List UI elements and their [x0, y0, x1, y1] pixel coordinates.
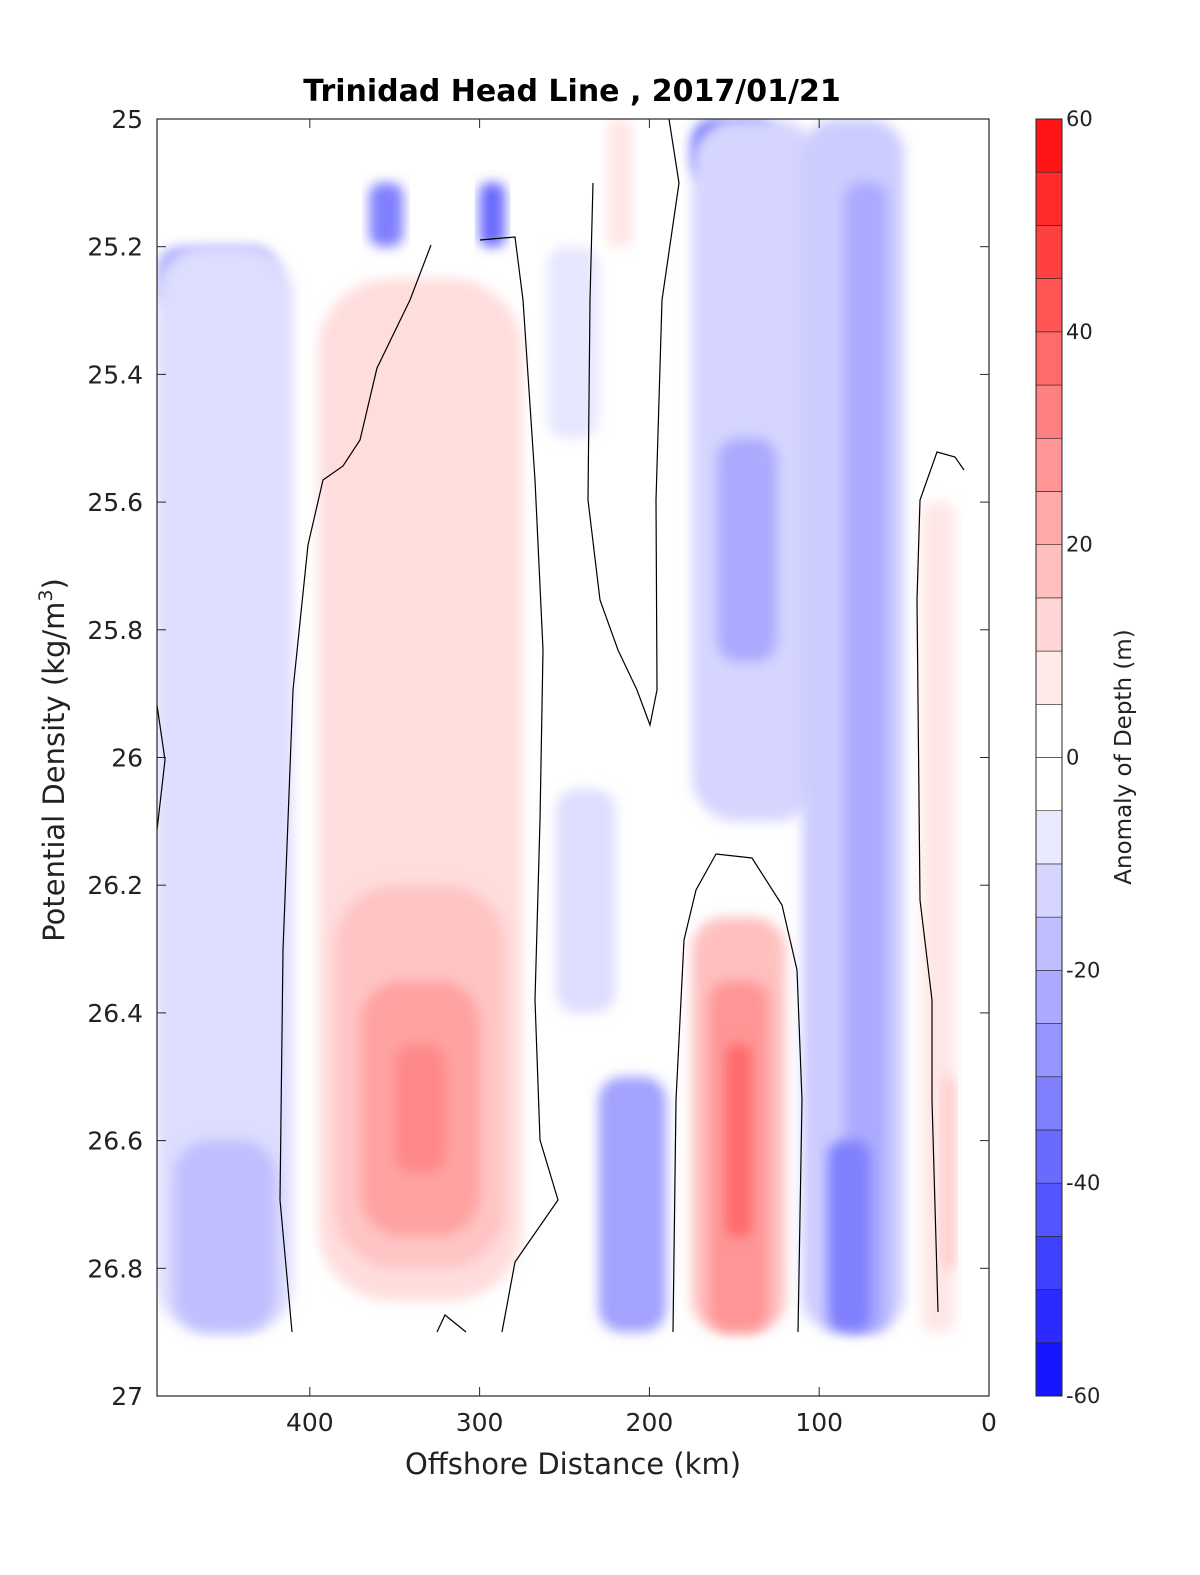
- colorbar-tick-label-20: 20: [1066, 533, 1093, 557]
- colorbar-band--15: [1035, 863, 1063, 918]
- colorbar-band-30: [1035, 384, 1063, 439]
- colorbar-band--20: [1035, 916, 1063, 971]
- contour-region-4: [479, 182, 506, 247]
- colorbar-band--50: [1035, 1236, 1063, 1290]
- x-axis-label: Offshore Distance (km): [405, 1447, 741, 1481]
- y-tick-label-25: 25: [111, 105, 143, 134]
- colorbar-ticks: 60 40 20 0 -20 -40 -60: [1066, 107, 1100, 1408]
- y-axis-label: Potential Density (kg/m3): [35, 578, 71, 942]
- contour-region-9: [606, 119, 633, 247]
- colorbar-band-50: [1035, 171, 1063, 226]
- contour-region-12: [598, 1076, 667, 1333]
- x-tick-label-400: 400: [286, 1408, 334, 1437]
- contour-region-15: [725, 1044, 752, 1237]
- zero-contour-lower-center: [436, 1314, 467, 1333]
- contour-fill-layer: [157, 119, 956, 1333]
- colorbar-band-40: [1035, 278, 1063, 333]
- contour-region-8: [394, 1044, 446, 1173]
- contour-region-10: [547, 246, 599, 439]
- colorbar-band--10: [1035, 810, 1063, 865]
- y-axis: 25 25.2 25.4 25.6 25.8 26 26.2 26.4 26.6 26.8 27: [87, 105, 989, 1411]
- y-tick-label-25.8: 25.8: [87, 616, 143, 645]
- y-tick-label-26: 26: [111, 744, 143, 773]
- colorbar-band-20: [1035, 491, 1063, 545]
- x-tick-label-200: 200: [626, 1408, 674, 1437]
- colorbar-tick-label-60: 60: [1066, 107, 1093, 131]
- colorbar-label: Anomaly of Depth (m): [1111, 629, 1137, 884]
- x-tick-label-0: 0: [981, 1408, 997, 1437]
- colorbar-band--60: [1035, 1342, 1063, 1397]
- colorbar-band-5: [1035, 650, 1063, 705]
- colorbar-band-45: [1035, 225, 1063, 279]
- colorbar-band-0: [1035, 703, 1063, 758]
- contour-region-23: [941, 1076, 956, 1269]
- y-axis-label-superscript: 3: [35, 589, 57, 601]
- colorbar-band--35: [1035, 1076, 1063, 1131]
- zero-contour-lines: [157, 119, 965, 1333]
- y-tick-label-25.6: 25.6: [87, 488, 143, 517]
- colorbar-tick-label--40: -40: [1066, 1171, 1100, 1195]
- zero-contour-nearshore: [916, 451, 965, 1313]
- x-tick-label-100: 100: [795, 1408, 843, 1437]
- colorbar-tick-label-40: 40: [1066, 320, 1093, 344]
- x-axis: 400 300 200 100 0: [286, 119, 997, 1437]
- zero-contour-central-front: [479, 236, 559, 1333]
- contour-region-3: [369, 182, 404, 247]
- colorbar-band--30: [1035, 1023, 1063, 1078]
- colorbar-tick-label--60: -60: [1066, 1384, 1100, 1408]
- colorbar-tick-label-0: 0: [1066, 746, 1079, 770]
- colorbar-band--40: [1035, 1129, 1063, 1184]
- y-tick-label-26.8: 26.8: [87, 1254, 143, 1283]
- zero-contour-west-front: [279, 244, 432, 1333]
- contour-region-20: [844, 182, 888, 1333]
- chart-title: Trinidad Head Line , 2017/01/21: [303, 74, 840, 109]
- y-axis-label-close: ): [37, 578, 71, 589]
- contour-region-11: [556, 789, 616, 1013]
- y-tick-label-25.4: 25.4: [87, 360, 143, 389]
- contour-region-1: [157, 246, 293, 1333]
- y-tick-label-26.4: 26.4: [87, 999, 143, 1028]
- x-tick-label-300: 300: [456, 1408, 504, 1437]
- colorbar-band-25: [1035, 437, 1063, 492]
- contour-region-2: [173, 1140, 276, 1333]
- contour-region-18: [717, 438, 777, 662]
- colorbar-band--45: [1035, 1182, 1063, 1237]
- y-tick-label-25.2: 25.2: [87, 233, 143, 262]
- y-tick-label-26.2: 26.2: [87, 871, 143, 900]
- contour-region-21: [827, 1140, 871, 1333]
- colorbar-band--25: [1035, 970, 1063, 1024]
- colorbar-band-55: [1035, 118, 1063, 173]
- y-axis-label-main: Potential Density (kg/m: [37, 602, 71, 942]
- y-tick-label-26.6: 26.6: [87, 1127, 143, 1156]
- colorbar-band-15: [1035, 544, 1063, 599]
- zero-contour-inshore-eddy: [672, 853, 803, 1333]
- colorbar: [1035, 118, 1063, 1397]
- colorbar-band--5: [1035, 757, 1063, 812]
- colorbar-band-35: [1035, 331, 1063, 386]
- colorbar-frame: [1035, 118, 1063, 1397]
- colorbar-band-10: [1035, 597, 1063, 652]
- colorbar-band--55: [1035, 1289, 1063, 1344]
- colorbar-tick-label--20: -20: [1066, 958, 1100, 982]
- y-tick-label-27: 27: [111, 1382, 143, 1411]
- zero-contour-slope-front: [587, 119, 680, 728]
- zero-contour-left-edge: [157, 704, 166, 831]
